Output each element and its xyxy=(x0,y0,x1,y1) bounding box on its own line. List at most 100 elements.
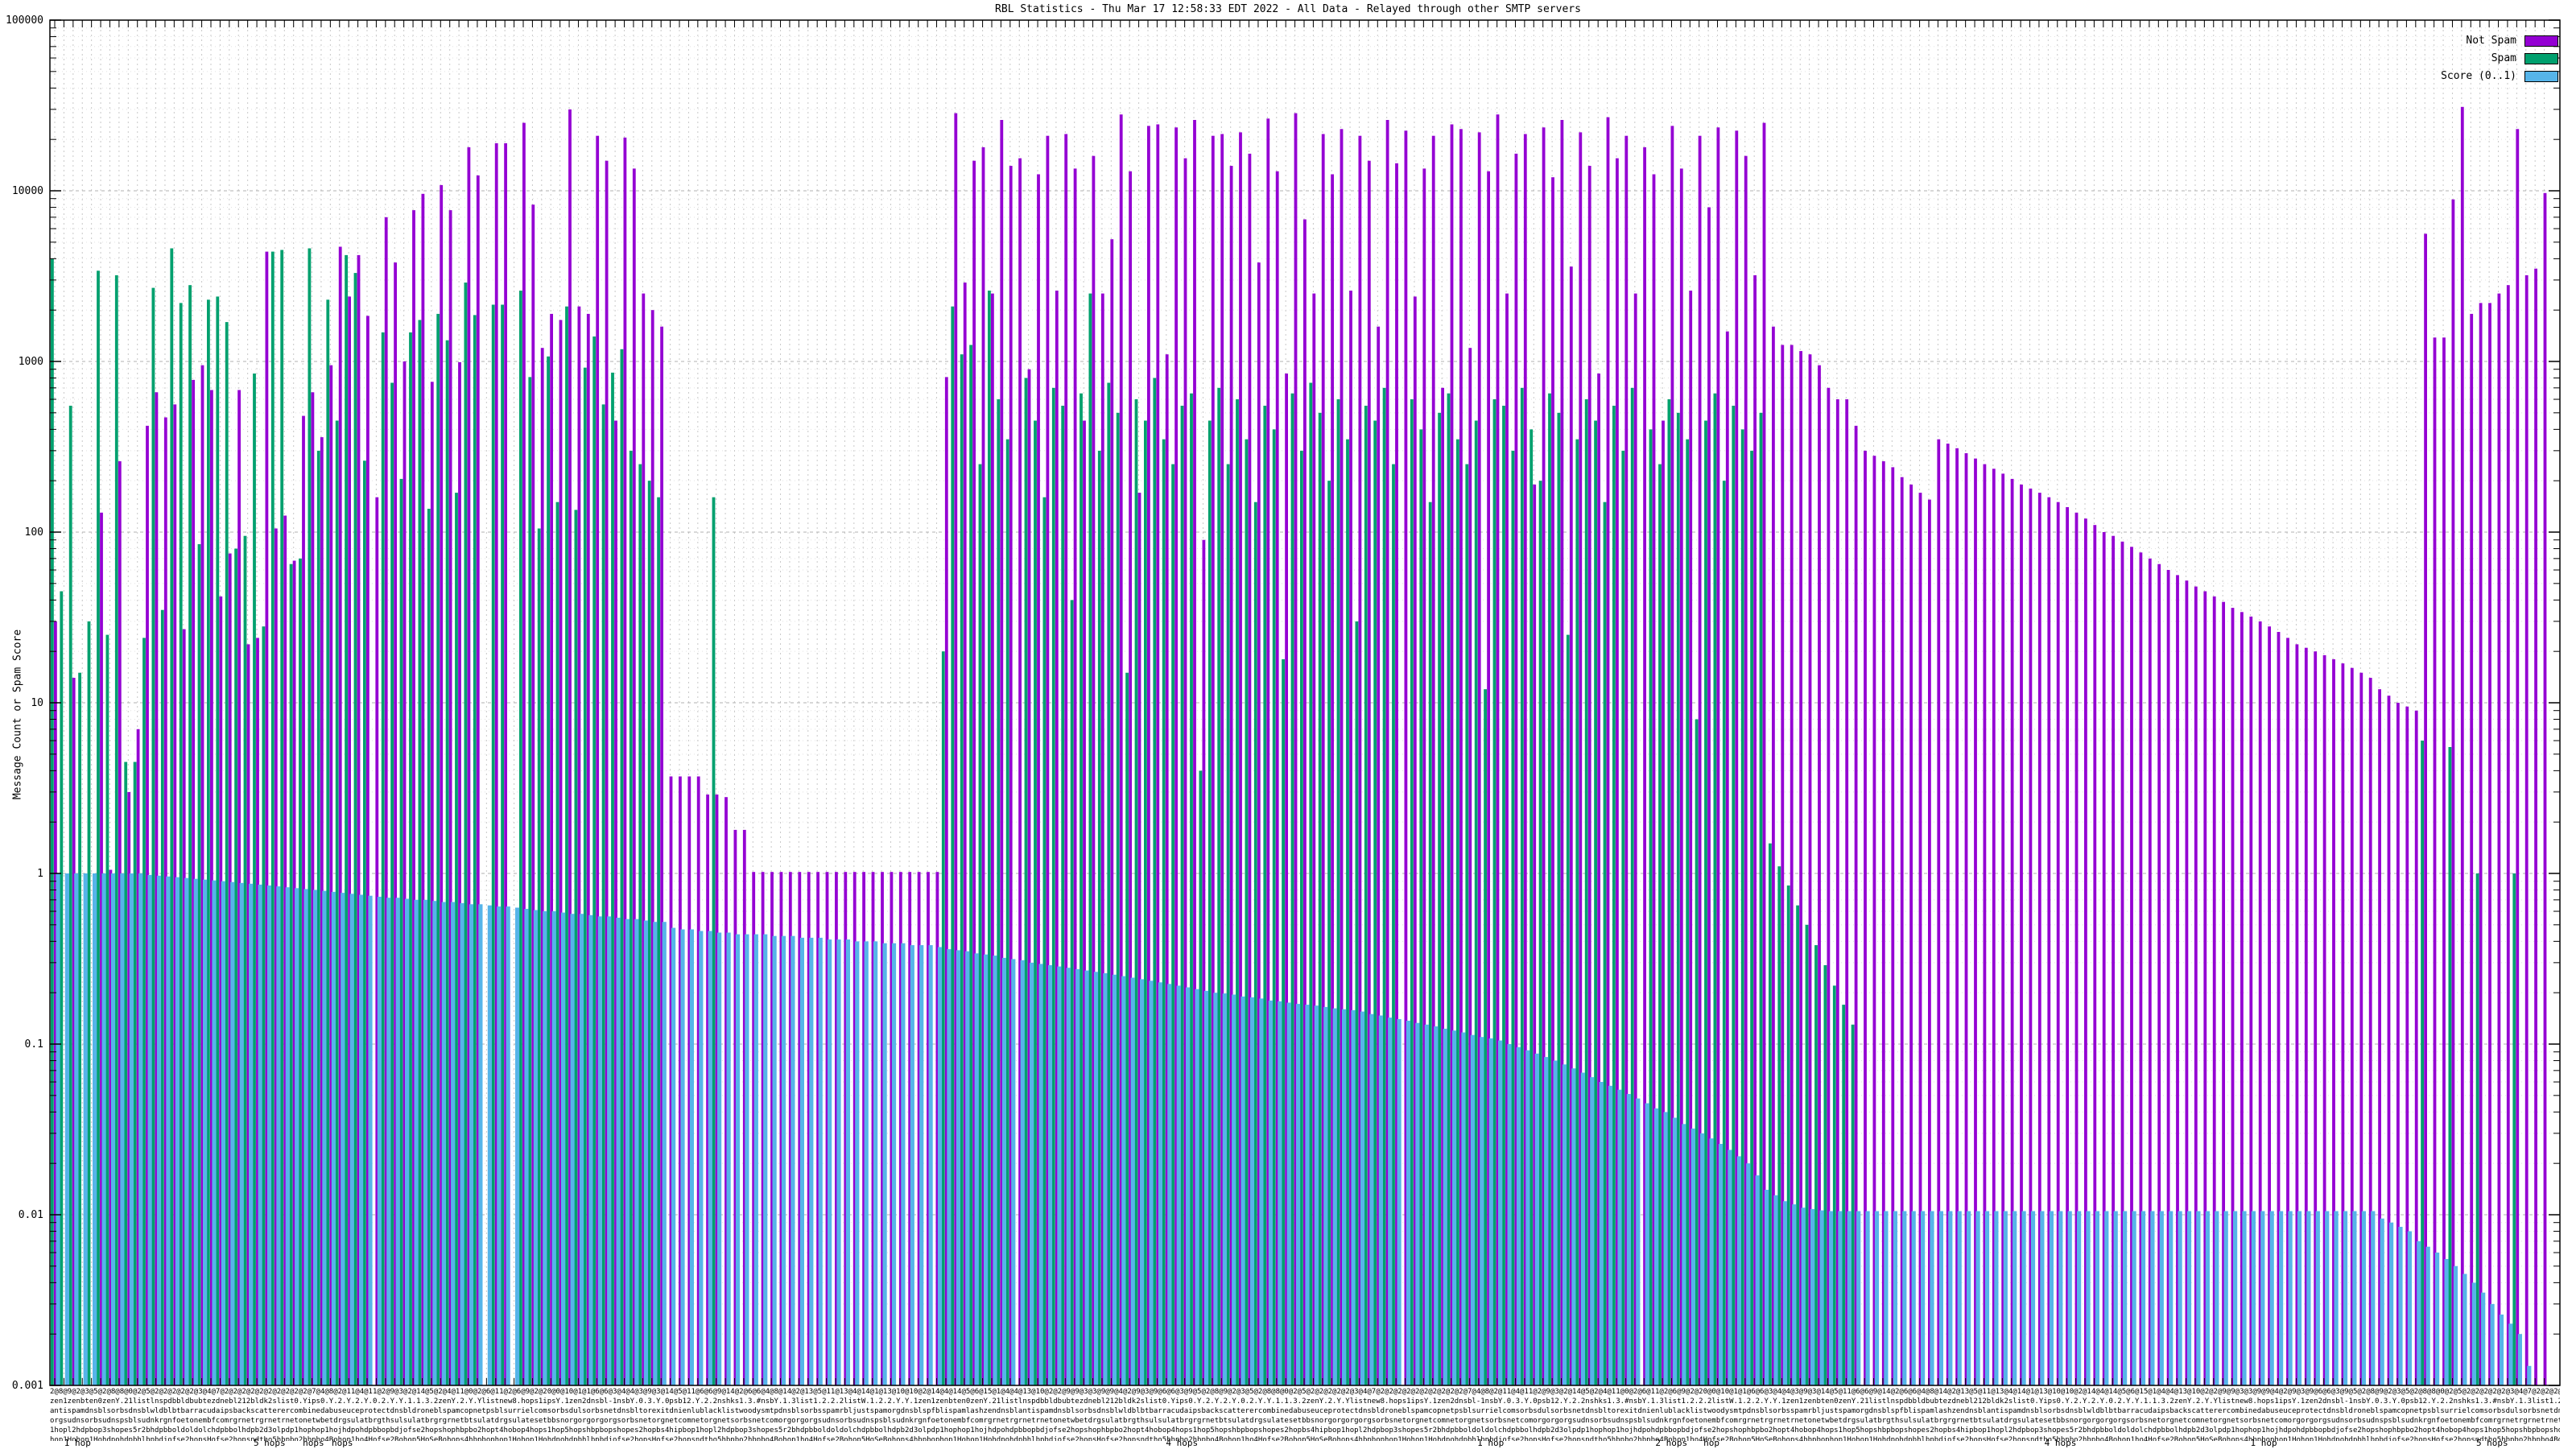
bar-score xyxy=(266,886,272,1385)
bar-spam xyxy=(1318,412,1322,1385)
bar-not_spam xyxy=(118,461,122,1385)
bar-not_spam xyxy=(1220,134,1224,1385)
bar-spam xyxy=(941,651,945,1385)
bar-not_spam xyxy=(1211,135,1215,1386)
bar-spam xyxy=(114,275,118,1385)
bar-score xyxy=(341,893,345,1385)
bar-not_spam xyxy=(1514,153,1518,1385)
bar-not_spam xyxy=(2249,616,2253,1385)
bar-not_spam xyxy=(1946,444,1950,1385)
bar-score xyxy=(1498,1040,1503,1385)
bar-not_spam xyxy=(779,872,783,1385)
bar-not_spam xyxy=(935,872,939,1385)
bar-not_spam xyxy=(1404,130,1408,1385)
bar-score xyxy=(901,943,906,1385)
bar-spam xyxy=(1272,429,1276,1385)
bar-score xyxy=(1278,1001,1282,1385)
bar-score xyxy=(616,918,621,1385)
bar-not_spam xyxy=(1092,155,1096,1386)
bar-not_spam xyxy=(586,313,590,1385)
bar-spam xyxy=(1492,399,1496,1385)
bar-spam xyxy=(60,591,64,1385)
bar-spam xyxy=(345,254,348,1385)
bar-spam xyxy=(151,287,155,1386)
bar-not_spam xyxy=(871,872,875,1385)
bar-score xyxy=(1259,998,1264,1385)
bar-not_spam xyxy=(2185,580,2189,1385)
bar-score xyxy=(1305,1005,1310,1385)
bar-spam xyxy=(1842,1005,1846,1385)
bar-score xyxy=(1378,1015,1383,1385)
bar-not_spam xyxy=(2524,275,2529,1385)
bar-score xyxy=(1286,1002,1291,1385)
bar-spam xyxy=(1217,387,1221,1385)
bar-score xyxy=(1608,1085,1613,1385)
bar-not_spam xyxy=(742,829,746,1385)
bar-spam xyxy=(1530,429,1534,1385)
bar-score xyxy=(2140,1211,2146,1385)
bar-not_spam xyxy=(256,638,259,1385)
bar-score xyxy=(1736,1156,1741,1385)
bar-not_spam xyxy=(1679,168,1683,1385)
bar-spam xyxy=(1162,439,1166,1386)
bar-spam xyxy=(1603,502,1607,1386)
bar-score xyxy=(2104,1211,2109,1385)
bar-not_spam xyxy=(1670,126,1674,1385)
bar-not_spam xyxy=(596,135,600,1386)
bar-not_spam xyxy=(163,417,167,1385)
bar-spam xyxy=(1575,439,1579,1386)
bar-score xyxy=(1186,987,1191,1385)
bar-spam xyxy=(1199,770,1203,1385)
bar-not_spam xyxy=(2387,696,2391,1385)
bar-score xyxy=(478,904,483,1385)
bar-score xyxy=(1938,1211,1943,1385)
bar-spam xyxy=(583,367,587,1386)
hop-count-label: hops xyxy=(303,1438,324,1448)
bar-score xyxy=(497,906,502,1385)
bar-not_spam xyxy=(1790,345,1794,1385)
bar-spam xyxy=(1676,412,1680,1385)
bar-spam xyxy=(1447,393,1451,1386)
bar-score xyxy=(1562,1064,1567,1385)
bar-not_spam xyxy=(448,210,452,1386)
bar-spam xyxy=(390,382,394,1385)
bar-not_spam xyxy=(2332,658,2335,1385)
bar-score xyxy=(83,873,88,1385)
bar-spam xyxy=(1410,399,1414,1385)
bar-score xyxy=(579,914,584,1385)
bar-not_spam xyxy=(1689,291,1693,1385)
bar-spam xyxy=(280,250,284,1385)
bar-score xyxy=(423,899,428,1385)
bar-spam xyxy=(1144,420,1147,1385)
bar-score xyxy=(1351,1009,1356,1385)
bar-not_spam xyxy=(1992,469,1996,1385)
bar-spam xyxy=(951,306,955,1386)
bar-not_spam xyxy=(1579,132,1583,1385)
bar-spam xyxy=(611,372,614,1385)
bar-score xyxy=(1847,1211,1852,1385)
bar-not_spam xyxy=(1000,120,1004,1385)
bar-not_spam xyxy=(1781,345,1785,1385)
bar-not_spam xyxy=(1193,120,1196,1385)
bar-spam xyxy=(1713,393,1717,1386)
bar-spam xyxy=(547,356,550,1385)
bar-not_spam xyxy=(494,142,498,1385)
bar-not_spam xyxy=(146,425,149,1385)
bar-score xyxy=(1488,1038,1493,1385)
bar-not_spam xyxy=(1716,127,1720,1385)
bar-spam xyxy=(1474,420,1478,1385)
bar-spam xyxy=(436,313,440,1385)
bar-score xyxy=(1066,968,1071,1385)
bar-not_spam xyxy=(1413,296,1417,1385)
bar-score xyxy=(533,910,538,1385)
bar-score xyxy=(2435,1253,2440,1385)
bar-score xyxy=(405,898,410,1385)
bar-spam xyxy=(133,762,137,1385)
bar-score xyxy=(2132,1211,2136,1385)
bar-not_spam xyxy=(2268,626,2271,1385)
bar-not_spam xyxy=(2010,478,2014,1385)
bar-not_spam xyxy=(1018,158,1022,1386)
x-tick-noise-row: 1hopl2hdpbop3shopes5r2bhdpbboldoldolchdp… xyxy=(50,1426,2560,1435)
bar-not_spam xyxy=(348,296,351,1385)
bar-score xyxy=(680,929,685,1385)
